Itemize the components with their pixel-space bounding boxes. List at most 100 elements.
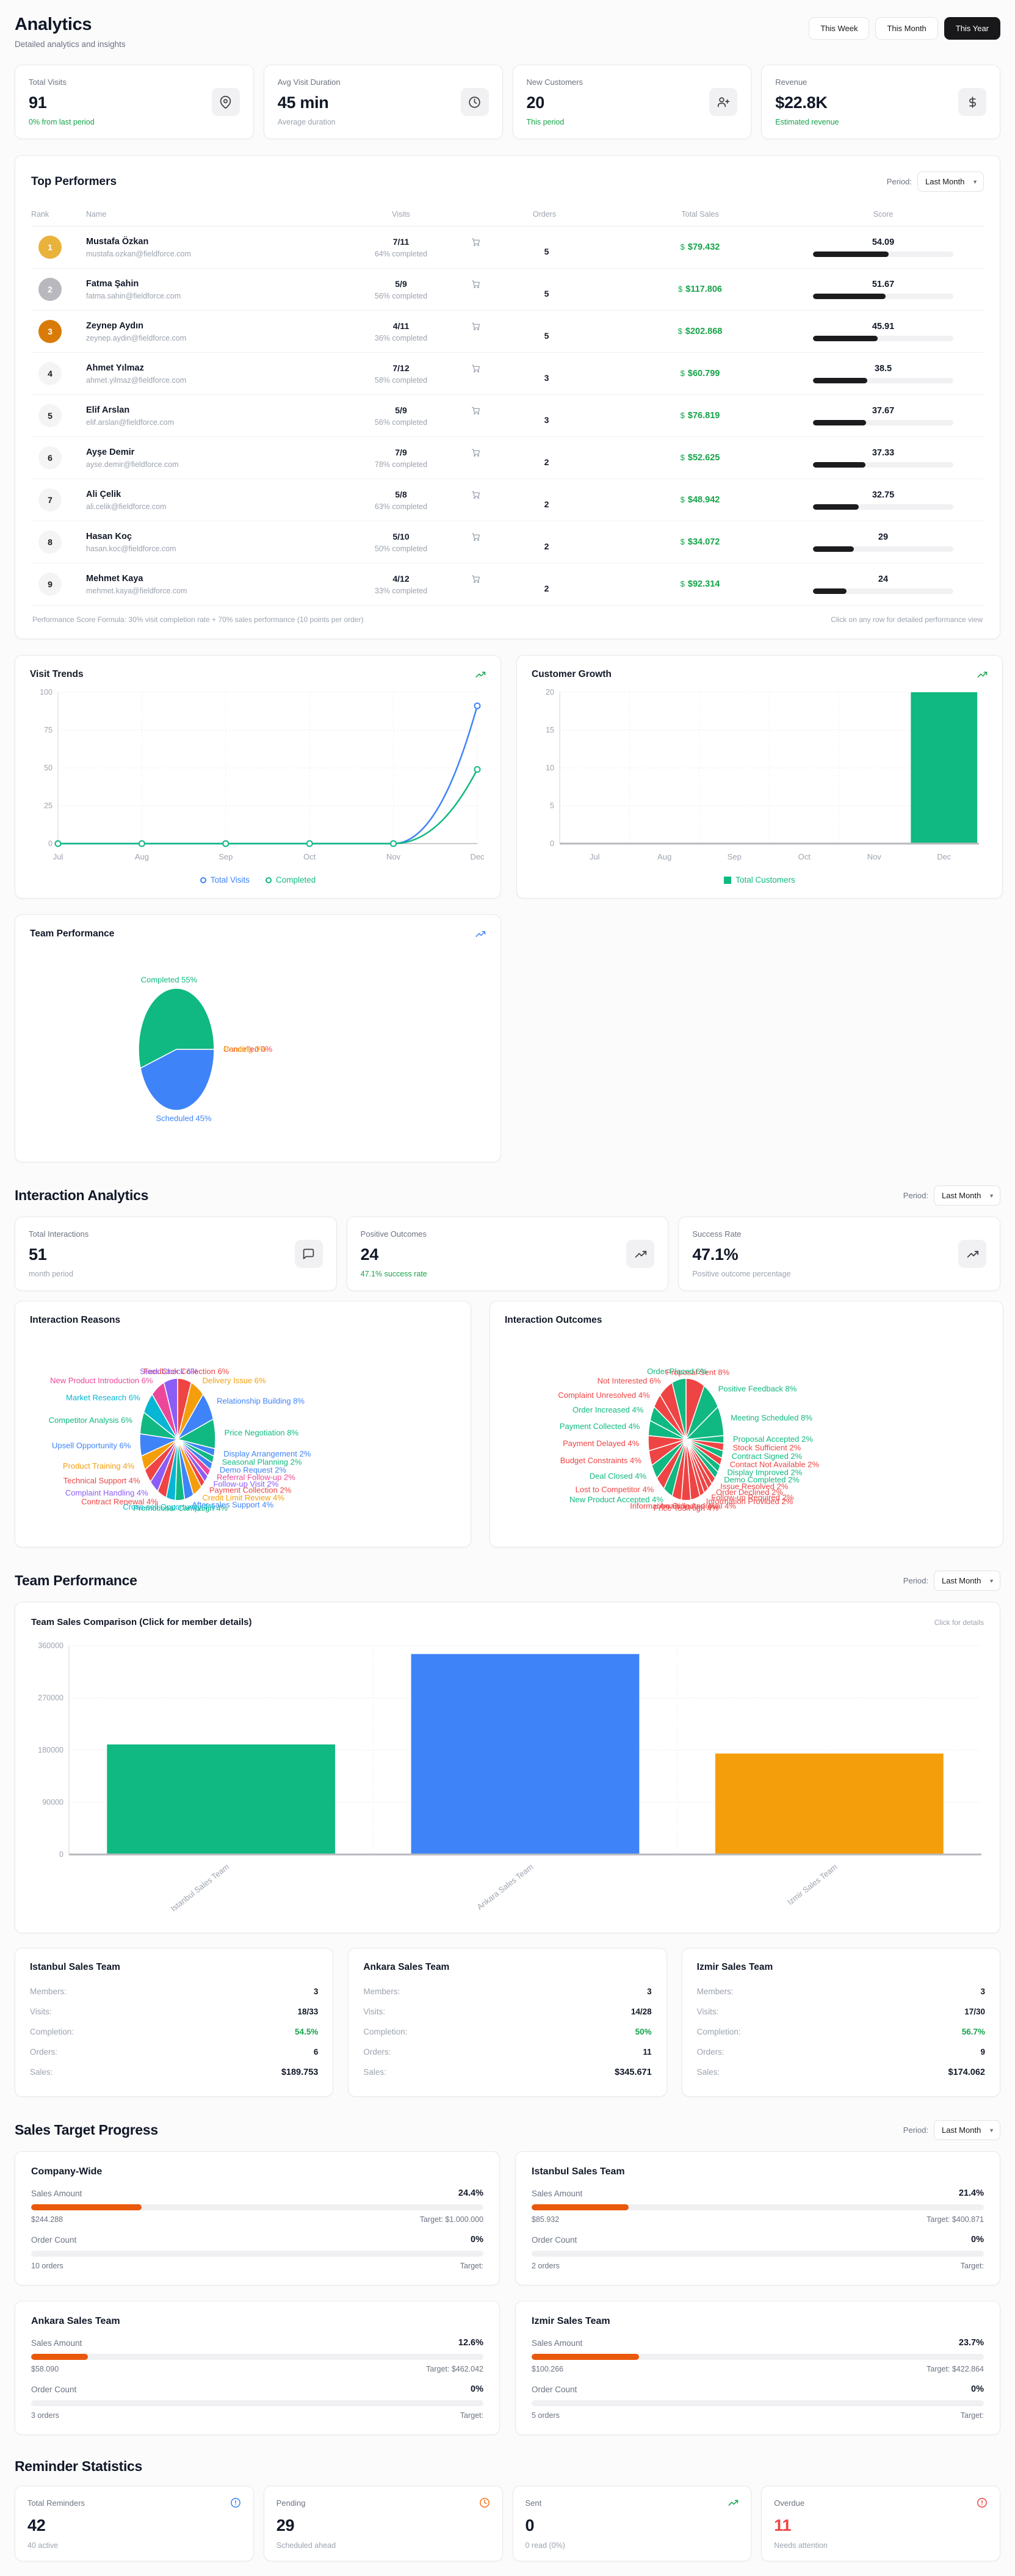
performer-row[interactable]: 7 Ali Çelik ali.celik@fieldforce.com 5/8 63%…: [31, 479, 984, 521]
score-bar: [813, 378, 953, 383]
sales-progress-bar: [532, 2204, 984, 2210]
this-month-button[interactable]: This Month: [875, 17, 938, 40]
pie-slice[interactable]: [671, 1378, 687, 1440]
svg-text:Oct: Oct: [303, 852, 316, 861]
score-bar: [813, 336, 953, 341]
team-stat-value: 3: [313, 1987, 319, 1996]
top-performers-card: Top Performers Period: Last Month ▼ Rank …: [15, 155, 1000, 639]
visit-trends-card: Visit Trends 0 25 50 75 100 Jul Aug Sep Oct Nov De…: [15, 655, 501, 899]
pie-label: Contract Signed 2%: [732, 1452, 803, 1461]
map-pin-icon: [211, 88, 240, 116]
performer-row[interactable]: 1 Mustafa Özkan mustafa.ozkan@fieldforce.c…: [31, 226, 984, 269]
bar[interactable]: [911, 692, 978, 844]
data-point[interactable]: [474, 765, 481, 773]
performer-row[interactable]: 8 Hasan Koç hasan.koc@fieldforce.com 5/10 50…: [31, 521, 984, 563]
rank-badge: 4: [38, 362, 62, 385]
period-control: Period: Last Month ▼: [903, 1571, 1000, 1591]
team-stat-value: 56.7%: [961, 2027, 985, 2036]
orders-value: 2: [544, 541, 549, 551]
rank-badge: 1: [38, 236, 62, 259]
pie-label: Budget Constraints 4%: [560, 1456, 641, 1465]
kpi-value: 20: [526, 93, 545, 112]
data-point[interactable]: [222, 840, 229, 847]
performer-row[interactable]: 6 Ayşe Demir ayse.demir@fieldforce.com 7/9 7…: [31, 437, 984, 479]
team-summary-card[interactable]: Ankara Sales Team Members: 3 Visits: 14/28 Co…: [348, 1948, 667, 2097]
dollar-icon: $: [680, 453, 685, 462]
pie-slice[interactable]: [138, 988, 215, 1069]
sales-progress-bar: [532, 2354, 984, 2360]
performer-row[interactable]: 4 Ahmet Yılmaz ahmet.yilmaz@fieldforce.com…: [31, 353, 984, 395]
score-value: 45.91: [872, 322, 895, 331]
svg-text:Aug: Aug: [135, 852, 149, 861]
period-select[interactable]: Last Month: [917, 172, 984, 192]
this-week-button[interactable]: This Week: [809, 17, 870, 40]
period-select[interactable]: Last Month: [934, 2120, 1000, 2140]
bar[interactable]: [715, 1753, 944, 1854]
score-bar: [813, 588, 953, 594]
pie-label: Completed 55%: [141, 975, 198, 984]
performer-email: zeynep.aydin@fieldforce.com: [86, 333, 187, 342]
pie-label: Technical Support 4%: [63, 1476, 140, 1485]
score-bar: [813, 294, 953, 299]
pie-label: Cross-sell Opportunity 4%: [123, 1502, 215, 1511]
bar[interactable]: [107, 1744, 336, 1854]
team-stat-value: 14/28: [630, 2007, 652, 2016]
data-point[interactable]: [306, 840, 313, 847]
sales-amount-label: Sales Amount: [532, 2188, 583, 2198]
this-year-button[interactable]: This Year: [944, 17, 1000, 40]
team-summary-card[interactable]: Istanbul Sales Team Members: 3 Visits: 18/33…: [15, 1948, 334, 2097]
pie-label: Demo Completed 2%: [724, 1475, 800, 1484]
dollar-icon: [958, 88, 986, 116]
dollar-icon: $: [680, 537, 685, 546]
legend-item[interactable]: Completed: [265, 875, 316, 885]
data-point[interactable]: [390, 840, 397, 847]
performer-row[interactable]: 5 Elif Arslan elif.arslan@fieldforce.com 5/…: [31, 395, 984, 437]
visits-completion: 56% completed: [374, 291, 428, 300]
team-stat-value: 3: [647, 1987, 652, 1996]
kpi-sub: 47.1% success rate: [360, 1270, 427, 1278]
sales-value: $52.625: [687, 453, 720, 463]
performer-row[interactable]: 9 Mehmet Kaya mehmet.kaya@fieldforce.com 4/…: [31, 563, 984, 606]
visits-value: 5/9: [395, 278, 407, 289]
order-target: Target:: [460, 2411, 483, 2420]
order-progress-bar: [532, 2251, 984, 2257]
col-name: Name: [86, 210, 107, 219]
period-select[interactable]: Last Month: [934, 1185, 1000, 1206]
legend-item[interactable]: Total Customers: [724, 875, 795, 885]
visits-value: 5/8: [395, 489, 407, 499]
visits-completion: 64% completed: [374, 249, 428, 258]
team-summary-card[interactable]: Izmir Sales Team Members: 3 Visits: 17/30 Com…: [681, 1948, 1000, 2097]
pie-label: Cancelled 0%: [223, 1044, 273, 1054]
performer-row[interactable]: 3 Zeynep Aydın zeynep.aydin@fieldforce.com…: [31, 311, 984, 353]
period-select[interactable]: Last Month: [934, 1571, 1000, 1591]
bar[interactable]: [411, 1654, 640, 1854]
legend-item[interactable]: Total Visits: [200, 875, 250, 885]
pie-label: Display Arrangement 2%: [223, 1449, 311, 1458]
interaction-reasons-chart: Feedback Collection 6%Delivery Issue 6% R…: [49, 1367, 311, 1513]
data-point[interactable]: [474, 702, 481, 709]
svg-text:Aug: Aug: [657, 852, 671, 861]
score-bar: [813, 420, 953, 425]
team-stat-value: 3: [980, 1987, 985, 1996]
sales-amount-pct: 23.7%: [958, 2338, 984, 2348]
reminder-statistics-heading: Reminder Statistics: [15, 2458, 143, 2474]
svg-text:Dec: Dec: [470, 852, 485, 861]
team-stat-label: Visits:: [30, 2007, 52, 2016]
performer-row[interactable]: 2 Fatma Şahin fatma.sahin@fieldforce.com 5/…: [31, 269, 984, 311]
dollar-icon: $: [680, 242, 685, 251]
pie-slice[interactable]: [163, 1378, 178, 1440]
reminder-card: Overdue 11 Needs attention: [761, 2486, 1000, 2561]
pie-slice[interactable]: [140, 1049, 215, 1111]
order-count-label: Order Count: [532, 2384, 577, 2394]
pie-label: Upsell Opportunity 6%: [52, 1441, 131, 1450]
svg-text:10: 10: [546, 764, 554, 772]
pie-label: Stock Sufficient 2%: [732, 1443, 801, 1452]
interaction-reasons-card: Interaction Reasons Feedback Collection …: [15, 1301, 471, 1547]
data-point[interactable]: [138, 840, 145, 847]
data-point[interactable]: [54, 840, 62, 847]
kpi-sub: This period: [526, 118, 565, 126]
score-bar: [813, 251, 953, 257]
interaction-outcomes-card: Interaction Outcomes Proposal Sent 8% Pos…: [489, 1301, 1003, 1547]
order-count-label: Order Count: [31, 2235, 77, 2245]
visits-completion: 36% completed: [374, 333, 428, 342]
